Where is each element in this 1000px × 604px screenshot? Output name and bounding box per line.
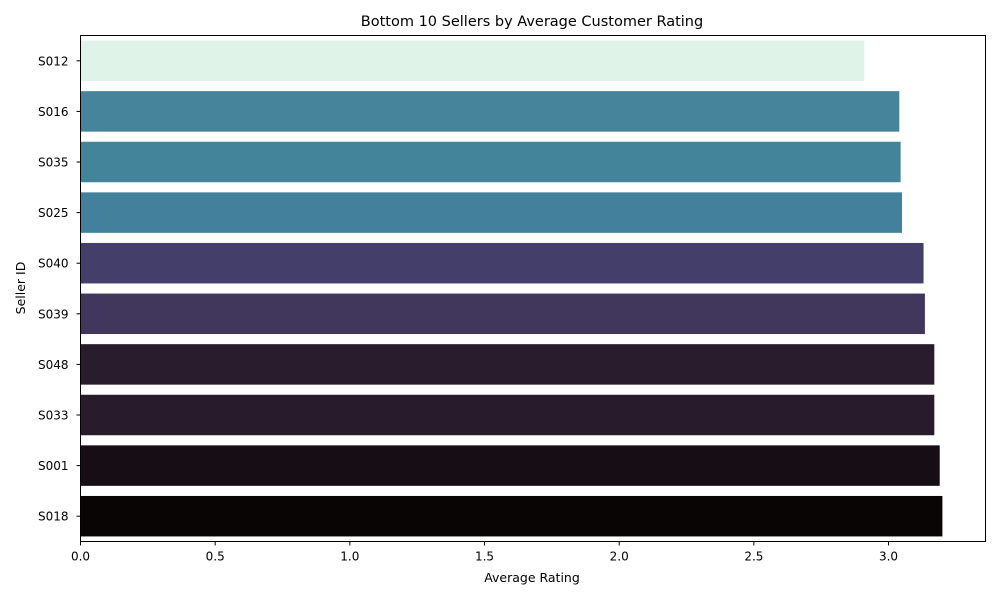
chart-title: Bottom 10 Sellers by Average Customer Ra… [361, 14, 703, 30]
bar-s001 [80, 445, 940, 486]
y-tick-label: S035 [38, 156, 69, 170]
x-tick-label: 1.5 [475, 550, 494, 564]
y-tick-label: S048 [38, 358, 69, 372]
y-tick-label: S040 [38, 257, 69, 271]
y-axis: S012 S016 S035 S025 S040 S039 S048 S033 S001 S018 [38, 54, 81, 524]
x-tick-label: 2.0 [610, 550, 629, 564]
y-tick-label: S001 [38, 459, 69, 473]
x-tick-label: 2.5 [744, 550, 763, 564]
y-tick-label: S012 [38, 54, 69, 68]
x-axis: 0.0 0.5 1.0 1.5 2.0 2.5 3.0 [71, 541, 898, 564]
bar-s016 [80, 91, 900, 132]
bar-s035 [80, 141, 901, 183]
bar-s012 [80, 40, 865, 82]
y-tick-label: S018 [38, 510, 69, 524]
y-tick-label: S016 [38, 105, 69, 119]
x-tick-label: 0.0 [71, 550, 90, 564]
bar-s040 [80, 242, 924, 284]
y-axis-label: Seller ID [13, 262, 28, 315]
plot-frame [80, 35, 986, 542]
bar-s048 [80, 344, 935, 385]
bars-layer [80, 40, 943, 537]
x-tick-label: 3.0 [879, 550, 898, 564]
x-tick-label: 0.5 [206, 550, 225, 564]
y-tick-label: S039 [38, 307, 69, 321]
x-tick-label: 1.0 [340, 550, 359, 564]
bar-s018 [80, 495, 943, 537]
y-tick-label: S033 [38, 409, 69, 423]
bar-s039 [80, 293, 925, 335]
y-tick-label: S025 [38, 206, 69, 220]
x-axis-label: Average Rating [484, 570, 580, 585]
bar-s025 [80, 192, 903, 233]
bar-s033 [80, 394, 935, 436]
